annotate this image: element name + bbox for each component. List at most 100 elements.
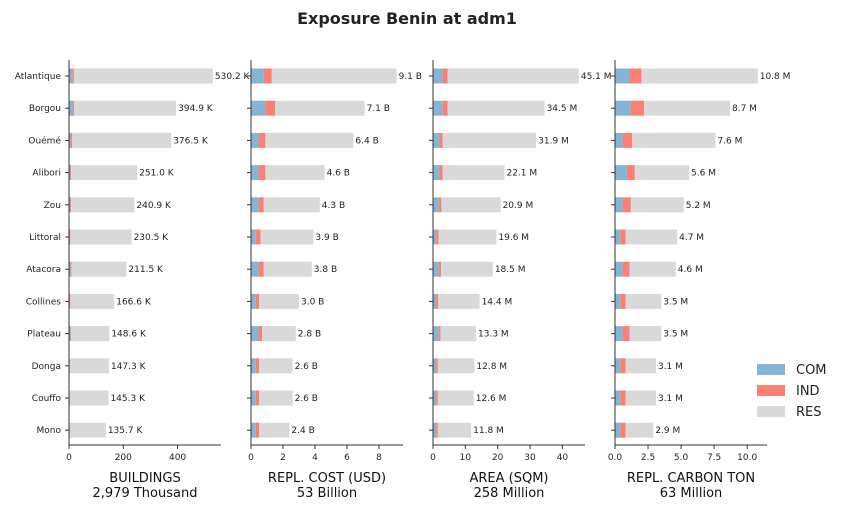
value-label-donga: 147.3 K xyxy=(111,362,147,372)
bar-ind-collines xyxy=(436,293,439,309)
bar-com-atlantique xyxy=(615,68,630,84)
value-label-borgou: 8.7 M xyxy=(732,104,757,114)
bar-ind-donga xyxy=(436,358,438,374)
category-label-littoral: Littoral xyxy=(29,233,61,243)
value-label-borgou: 7.1 B xyxy=(367,104,390,114)
bar-com-oueme xyxy=(69,132,71,148)
value-label-plateau: 2.8 B xyxy=(298,330,321,340)
value-label-mono: 135.7 K xyxy=(108,426,144,436)
bar-com-borgou xyxy=(251,100,266,116)
bar-ind-plateau xyxy=(438,326,441,342)
value-label-couffo: 2.6 B xyxy=(295,394,318,404)
bar-res-borgou xyxy=(74,100,177,116)
value-label-oueme: 6.4 B xyxy=(355,136,378,146)
x-tick-label: 0 xyxy=(248,453,254,463)
bar-res-mono xyxy=(437,422,472,438)
bar-com-couffo xyxy=(433,390,437,406)
bar-res-littoral xyxy=(260,229,314,245)
value-label-couffo: 3.1 M xyxy=(658,394,683,404)
bar-ind-littoral xyxy=(255,229,261,245)
bar-res-borgou xyxy=(447,100,545,116)
bar-res-atlantique xyxy=(447,68,579,84)
bar-com-oueme xyxy=(251,132,259,148)
bar-res-donga xyxy=(69,358,109,374)
bar-com-alibori xyxy=(251,165,259,181)
x-tick-label: 20 xyxy=(492,453,504,463)
bar-res-mono xyxy=(625,422,654,438)
bar-com-couffo xyxy=(251,390,256,406)
panel-buildings: 530.2 K 394.9 K 376.5 K 251.0 K 240.9 K 230.5… xyxy=(15,60,251,501)
value-label-donga: 12.8 M xyxy=(476,362,507,372)
bar-ind-plateau xyxy=(70,326,72,342)
legend-label-com: COM xyxy=(796,363,827,378)
value-label-mono: 2.9 M xyxy=(655,426,680,436)
bar-ind-mono xyxy=(620,422,626,438)
x-tick-label: 30 xyxy=(524,453,536,463)
panel-repl-cost-usd: 9.1 B 7.1 B 6.4 B 4.6 B 4.3 B 3.9 B 3.8 B 3.0 B… xyxy=(247,60,422,501)
bar-com-plateau xyxy=(69,326,71,342)
bar-res-collines xyxy=(438,293,480,309)
bar-com-donga xyxy=(251,358,256,374)
x-tick-label: 0 xyxy=(66,453,72,463)
value-label-plateau: 3.5 M xyxy=(663,330,688,340)
bar-com-zou xyxy=(69,197,71,213)
bar-com-zou xyxy=(433,197,439,213)
value-label-atlantique: 530.2 K xyxy=(215,72,251,82)
bar-com-alibori xyxy=(433,165,440,181)
value-label-donga: 2.6 B xyxy=(295,362,318,372)
bar-ind-alibori xyxy=(259,165,266,181)
value-label-couffo: 145.3 K xyxy=(110,394,146,404)
x-tick-label: 0 xyxy=(430,453,436,463)
bar-ind-borgou xyxy=(73,100,75,116)
bar-ind-donga xyxy=(255,358,259,374)
x-axis-title: REPL. COST (USD) xyxy=(268,471,386,486)
x-tick-label: 2.5 xyxy=(641,453,655,463)
bar-res-plateau xyxy=(440,326,477,342)
x-tick-label: 200 xyxy=(115,453,132,463)
bar-res-couffo xyxy=(625,390,656,406)
bar-com-zou xyxy=(615,197,623,213)
bar-com-littoral xyxy=(615,229,621,245)
category-label-atacora: Atacora xyxy=(26,265,61,275)
bar-ind-atlantique xyxy=(72,68,74,84)
value-label-atlantique: 10.8 M xyxy=(760,72,791,82)
bar-ind-borgou xyxy=(442,100,448,116)
value-label-oueme: 376.5 K xyxy=(173,136,209,146)
chart-panels: 530.2 K 394.9 K 376.5 K 251.0 K 240.9 K 230.5… xyxy=(15,60,791,501)
bar-ind-littoral xyxy=(436,229,439,245)
x-tick-label: 6 xyxy=(344,453,350,463)
x-axis-total: 258 Million xyxy=(474,486,545,501)
bar-ind-zou xyxy=(259,197,264,213)
bar-res-littoral xyxy=(625,229,678,245)
bar-ind-mono xyxy=(255,422,259,438)
value-label-collines: 14.4 M xyxy=(482,297,513,307)
bar-ind-atacora xyxy=(70,261,72,277)
bar-com-oueme xyxy=(433,132,440,148)
bar-com-mono xyxy=(251,422,256,438)
x-axis-title: BUILDINGS xyxy=(109,471,180,486)
legend-label-ind: IND xyxy=(796,384,820,399)
bar-res-alibori xyxy=(634,165,690,181)
bar-res-plateau xyxy=(71,326,110,342)
category-label-mono: Mono xyxy=(37,426,62,436)
value-label-littoral: 19.6 M xyxy=(498,233,529,243)
bar-res-borgou xyxy=(644,100,730,116)
bar-com-couffo xyxy=(615,390,621,406)
bar-res-zou xyxy=(263,197,320,213)
category-label-couffo: Couffo xyxy=(32,394,62,404)
bar-res-plateau xyxy=(262,326,296,342)
value-label-oueme: 31.9 M xyxy=(538,136,569,146)
value-label-borgou: 394.9 K xyxy=(178,104,214,114)
bar-res-mono xyxy=(259,422,290,438)
bar-com-plateau xyxy=(251,326,259,342)
bar-ind-alibori xyxy=(626,165,635,181)
bar-com-borgou xyxy=(615,100,631,116)
bar-com-plateau xyxy=(615,326,623,342)
legend-swatch-res xyxy=(757,406,785,417)
bar-com-atacora xyxy=(615,261,623,277)
value-label-atlantique: 45.1 M xyxy=(581,72,612,82)
bar-ind-plateau xyxy=(622,326,630,342)
bar-res-alibori xyxy=(265,165,325,181)
bar-ind-littoral xyxy=(69,229,71,245)
